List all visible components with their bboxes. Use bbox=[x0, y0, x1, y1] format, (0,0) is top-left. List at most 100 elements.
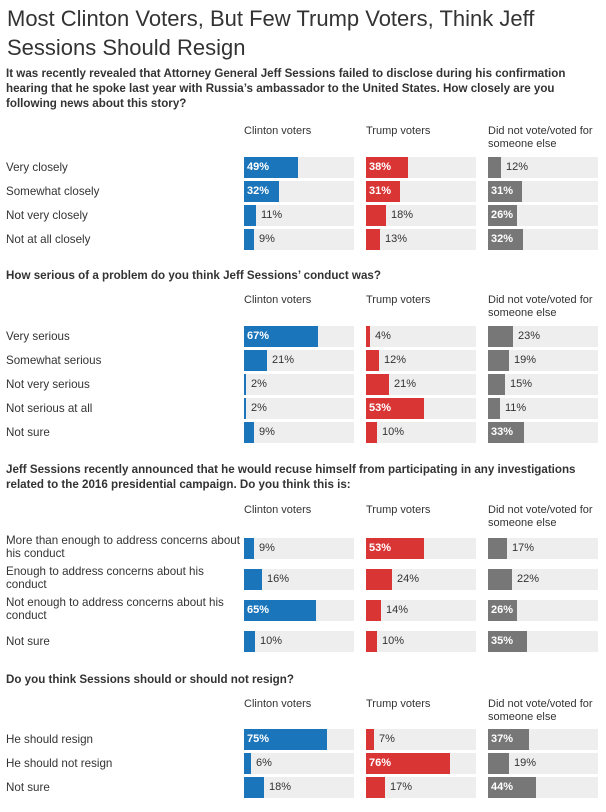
bar-track-trump: 14% bbox=[366, 600, 476, 621]
bar-other bbox=[488, 631, 527, 652]
value-label-clinton: 9% bbox=[259, 542, 275, 554]
value-label-other: 22% bbox=[517, 573, 540, 585]
bar-trump bbox=[366, 205, 386, 226]
value-label-clinton: 2% bbox=[251, 402, 267, 414]
bar-track-clinton: 75% bbox=[244, 729, 354, 750]
value-label-clinton: 11% bbox=[261, 209, 283, 221]
row-label: Not very closely bbox=[6, 209, 88, 222]
value-label-clinton: 21% bbox=[272, 354, 295, 366]
column-header-other: Did not vote/voted for someone else bbox=[488, 125, 593, 150]
bar-clinton bbox=[244, 398, 246, 419]
column-header-clinton: Clinton voters bbox=[244, 698, 312, 710]
bar-trump bbox=[366, 157, 408, 178]
bar-track-other: 22% bbox=[488, 569, 598, 590]
row-label: Not sure bbox=[6, 781, 50, 794]
chart-title: Most Clinton Voters, But Few Trump Voter… bbox=[7, 6, 535, 60]
value-label-other: 31% bbox=[491, 185, 514, 197]
bar-track-other: 12% bbox=[488, 157, 598, 178]
row-label: More than enough to address concerns abo… bbox=[6, 534, 240, 560]
column-header-trump: Trump voters bbox=[366, 125, 431, 137]
value-label-other: 26% bbox=[491, 604, 514, 616]
row-label: He should resign bbox=[6, 733, 94, 746]
bar-track-other: 19% bbox=[488, 350, 598, 371]
bar-track-trump: 76% bbox=[366, 753, 476, 774]
row-label: He should not resign bbox=[6, 757, 113, 770]
value-label-other: 37% bbox=[491, 733, 514, 745]
bar-track-other: 32% bbox=[488, 229, 598, 250]
question-text: It was recently revealed that Attorney G… bbox=[6, 67, 566, 110]
bar-track-other: 37% bbox=[488, 729, 598, 750]
bar-track-clinton: 2% bbox=[244, 398, 354, 419]
value-label-other: 17% bbox=[512, 542, 535, 554]
row-label: Not enough to address concerns about his… bbox=[6, 596, 224, 622]
bar-clinton bbox=[244, 326, 318, 347]
value-label-other: 32% bbox=[491, 233, 514, 245]
value-label-trump: 10% bbox=[382, 426, 405, 438]
bar-track-trump: 18% bbox=[366, 205, 476, 226]
bar-other bbox=[488, 157, 501, 178]
bar-clinton bbox=[244, 631, 255, 652]
value-label-clinton: 75% bbox=[247, 733, 270, 745]
column-header-trump: Trump voters bbox=[366, 294, 431, 306]
bar-track-other: 15% bbox=[488, 374, 598, 395]
bar-track-clinton: 11% bbox=[244, 205, 354, 226]
bar-track-other: 11% bbox=[488, 398, 598, 419]
bar-clinton bbox=[244, 350, 267, 371]
bar-other bbox=[488, 422, 524, 443]
row-label: Enough to address concerns about his con… bbox=[6, 565, 204, 591]
bar-track-other: 33% bbox=[488, 422, 598, 443]
bar-track-trump: 17% bbox=[366, 777, 476, 798]
bar-track-other: 31% bbox=[488, 181, 598, 202]
bar-track-clinton: 9% bbox=[244, 422, 354, 443]
bar-clinton bbox=[244, 181, 279, 202]
bar-track-clinton: 2% bbox=[244, 374, 354, 395]
bar-other bbox=[488, 569, 512, 590]
value-label-other: 11% bbox=[505, 402, 527, 414]
column-header-trump: Trump voters bbox=[366, 504, 431, 516]
value-label-other: 15% bbox=[510, 378, 533, 390]
bar-track-clinton: 21% bbox=[244, 350, 354, 371]
row-label: Not sure bbox=[6, 635, 50, 648]
row-label: Very closely bbox=[6, 161, 68, 174]
bar-track-other: 35% bbox=[488, 631, 598, 652]
bar-track-trump: 21% bbox=[366, 374, 476, 395]
bar-track-clinton: 67% bbox=[244, 326, 354, 347]
value-label-trump: 18% bbox=[391, 209, 414, 221]
bar-clinton bbox=[244, 777, 264, 798]
bar-other bbox=[488, 600, 517, 621]
value-label-trump: 17% bbox=[390, 781, 413, 793]
bar-other bbox=[488, 350, 509, 371]
bar-track-trump: 31% bbox=[366, 181, 476, 202]
bar-clinton bbox=[244, 538, 254, 559]
bar-track-clinton: 18% bbox=[244, 777, 354, 798]
bar-track-trump: 53% bbox=[366, 538, 476, 559]
bar-clinton bbox=[244, 422, 254, 443]
value-label-other: 12% bbox=[506, 161, 529, 173]
bar-other bbox=[488, 538, 507, 559]
value-label-trump: 14% bbox=[386, 604, 409, 616]
bar-clinton bbox=[244, 569, 262, 590]
value-label-other: 35% bbox=[491, 635, 514, 647]
bar-trump bbox=[366, 753, 450, 774]
bar-trump bbox=[366, 374, 389, 395]
value-label-trump: 10% bbox=[382, 635, 405, 647]
bar-track-clinton: 10% bbox=[244, 631, 354, 652]
value-label-other: 26% bbox=[491, 209, 514, 221]
value-label-other: 33% bbox=[491, 426, 514, 438]
value-label-clinton: 32% bbox=[247, 185, 270, 197]
value-label-trump: 12% bbox=[384, 354, 407, 366]
bar-trump bbox=[366, 229, 380, 250]
value-label-trump: 13% bbox=[385, 233, 408, 245]
value-label-clinton: 65% bbox=[247, 604, 270, 616]
value-label-other: 19% bbox=[514, 354, 537, 366]
row-label: Somewhat closely bbox=[6, 185, 100, 198]
bar-clinton bbox=[244, 205, 256, 226]
bar-other bbox=[488, 326, 513, 347]
bar-track-other: 26% bbox=[488, 600, 598, 621]
bar-other bbox=[488, 777, 536, 798]
value-label-clinton: 67% bbox=[247, 330, 270, 342]
value-label-other: 19% bbox=[514, 757, 537, 769]
column-header-trump: Trump voters bbox=[366, 698, 431, 710]
question-text: Jeff Sessions recently announced that he… bbox=[6, 463, 576, 491]
bar-track-clinton: 49% bbox=[244, 157, 354, 178]
